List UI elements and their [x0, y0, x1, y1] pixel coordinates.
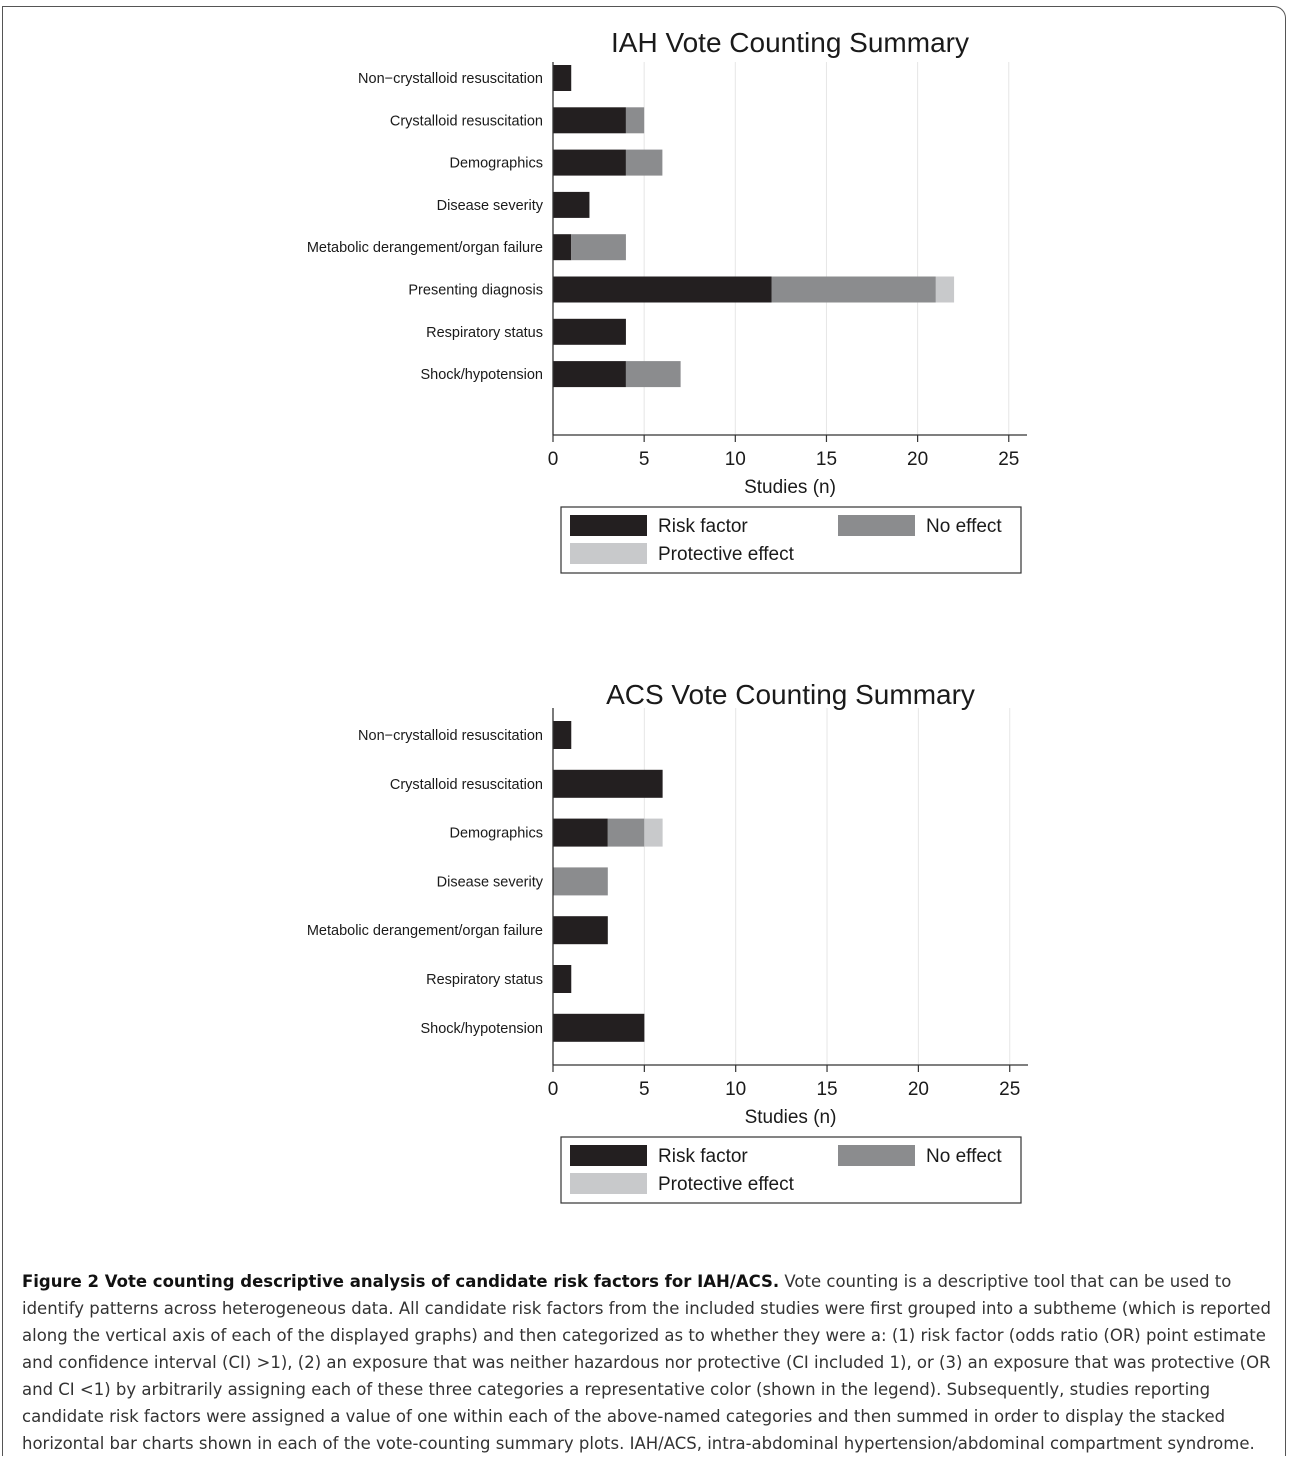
legend-swatch	[570, 515, 647, 536]
x-tick-label: 0	[548, 449, 559, 470]
x-tick-label: 25	[999, 1079, 1020, 1100]
category-label: Shock/hypotension	[420, 1021, 543, 1037]
x-tick-label: 15	[816, 449, 837, 470]
bar-risk-factor	[553, 916, 608, 945]
bar-risk-factor	[553, 149, 626, 176]
bar-no-effect	[607, 818, 645, 847]
caption-title: Figure 2 Vote counting descriptive analy…	[22, 1272, 780, 1291]
x-tick-label: 20	[907, 449, 928, 470]
legend-label: Protective effect	[658, 1174, 795, 1195]
legend-label: No effect	[926, 516, 1002, 537]
category-label: Non−crystalloid resuscitation	[358, 728, 543, 744]
bar-no-effect	[625, 107, 645, 134]
legend-swatch	[570, 543, 647, 564]
category-label: Non−crystalloid resuscitation	[358, 71, 543, 87]
bar-no-effect	[553, 867, 608, 896]
legend-swatch	[570, 1173, 647, 1194]
category-label: Crystalloid resuscitation	[390, 777, 543, 793]
bar-risk-factor	[553, 318, 626, 345]
legend-label: Protective effect	[658, 544, 795, 565]
category-label: Metabolic derangement/organ failure	[307, 923, 543, 939]
category-label: Demographics	[450, 156, 544, 172]
iah-chart: IAH Vote Counting Summary Non−crystalloid…	[307, 27, 1027, 574]
bar-protective-effect	[935, 276, 955, 303]
x-tick-label: 5	[639, 1079, 650, 1100]
x-axis-label: Studies (n)	[745, 1107, 837, 1128]
chart-title: ACS Vote Counting Summary	[606, 679, 975, 710]
category-label: Metabolic derangement/organ failure	[307, 240, 543, 256]
bar-risk-factor	[553, 361, 626, 388]
x-tick-label: 25	[998, 449, 1019, 470]
category-label: Demographics	[450, 826, 544, 842]
legend-label: Risk factor	[658, 516, 748, 537]
legend-swatch	[838, 515, 915, 536]
legend-swatch	[570, 1145, 647, 1166]
x-tick-label: 20	[908, 1079, 929, 1100]
figure-frame	[2, 6, 1286, 1456]
category-label: Presenting diagnosis	[408, 283, 543, 299]
x-tick-label: 10	[725, 449, 746, 470]
x-tick-label: 15	[816, 1079, 837, 1100]
x-tick-label: 10	[725, 1079, 746, 1100]
bar-no-effect	[625, 361, 681, 388]
bar-risk-factor	[553, 965, 572, 993]
bar-protective-effect	[644, 818, 663, 847]
bar-no-effect	[571, 234, 626, 261]
legend-label: No effect	[926, 1146, 1002, 1167]
bar-risk-factor	[553, 234, 572, 261]
category-label: Disease severity	[437, 198, 544, 214]
category-label: Disease severity	[437, 874, 544, 890]
bar-risk-factor	[553, 191, 590, 218]
category-label: Respiratory status	[426, 972, 543, 988]
bar-risk-factor	[553, 818, 608, 847]
legend-swatch	[838, 1145, 915, 1166]
bar-risk-factor	[553, 1013, 645, 1042]
x-tick-label: 0	[548, 1079, 559, 1100]
bar-risk-factor	[553, 769, 663, 798]
category-label: Crystalloid resuscitation	[390, 113, 543, 129]
x-axis-label: Studies (n)	[744, 477, 836, 498]
legend-label: Risk factor	[658, 1146, 748, 1167]
bar-risk-factor	[553, 276, 772, 303]
caption-text: Vote counting is a descriptive tool that…	[22, 1272, 1271, 1453]
frame-edge	[2, 1420, 3, 1456]
chart-title: IAH Vote Counting Summary	[611, 27, 969, 58]
bar-risk-factor	[553, 107, 626, 134]
acs-chart: ACS Vote Counting Summary Non−crystalloid…	[307, 679, 1028, 1204]
category-label: Respiratory status	[426, 325, 543, 341]
category-label: Shock/hypotension	[420, 367, 543, 383]
figure-caption: Figure 2 Vote counting descriptive analy…	[22, 1268, 1276, 1457]
bar-risk-factor	[553, 721, 572, 749]
x-tick-label: 5	[639, 449, 650, 470]
bar-risk-factor	[553, 65, 572, 91]
bar-no-effect	[771, 276, 936, 303]
bar-no-effect	[625, 149, 663, 176]
